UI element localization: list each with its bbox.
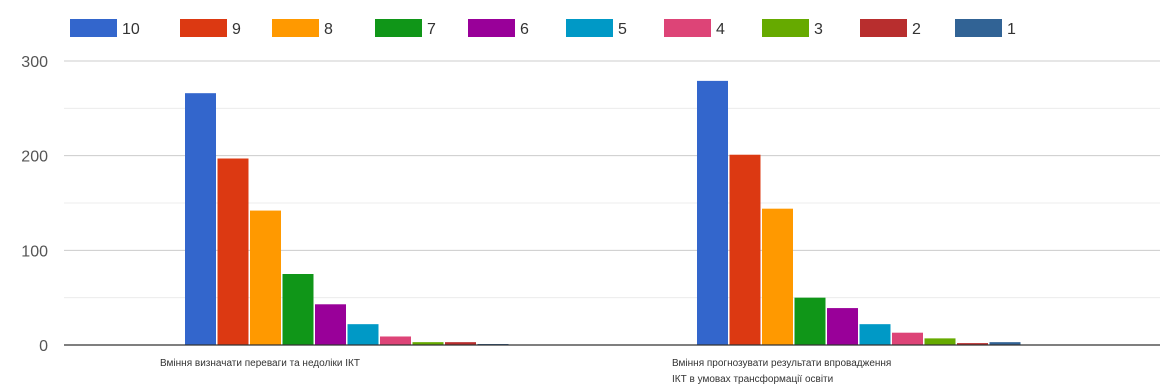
y-tick-label: 0 (39, 338, 48, 355)
bar-series-3-cat-1 (412, 342, 444, 345)
legend-swatch (860, 19, 907, 37)
bar-series-4-cat-1 (380, 336, 411, 345)
legend-label: 1 (1007, 21, 1016, 38)
bar-series-4-cat-2 (892, 332, 923, 345)
bar-series-8-cat-1 (250, 210, 281, 345)
bar-series-6-cat-2 (827, 308, 858, 345)
legend-swatch (664, 19, 711, 37)
category-label: Вміння прогнозувати результати впровадже… (672, 358, 891, 369)
legend-label: 10 (122, 21, 140, 38)
category-label: Вміння визначати переваги та недоліки ІК… (160, 358, 360, 369)
y-tick-label: 200 (21, 149, 48, 166)
bar-series-9-cat-2 (729, 154, 761, 345)
legend-swatch (375, 19, 422, 37)
legend-swatch (272, 19, 319, 37)
legend-swatch (180, 19, 227, 37)
bar-series-2-cat-1 (445, 342, 476, 345)
y-tick-label: 300 (21, 54, 48, 71)
bar-series-5-cat-1 (347, 324, 379, 345)
bar-series-7-cat-2 (794, 297, 826, 345)
legend-label: 8 (324, 21, 333, 38)
bar-series-2-cat-2 (957, 343, 988, 345)
legend-swatch (70, 19, 117, 37)
bar-series-6-cat-1 (315, 304, 346, 345)
legend-swatch (762, 19, 809, 37)
bar-series-7-cat-1 (282, 274, 314, 345)
bar-series-10-cat-1 (185, 93, 216, 345)
legend-label: 6 (520, 21, 529, 38)
legend-label: 5 (618, 21, 627, 38)
legend-label: 9 (232, 21, 241, 38)
bar-series-3-cat-2 (924, 338, 956, 345)
bar-series-5-cat-2 (859, 324, 891, 345)
legend-label: 3 (814, 21, 823, 38)
legend-label: 4 (716, 21, 725, 38)
legend-swatch (468, 19, 515, 37)
bar-series-9-cat-1 (217, 158, 249, 345)
bars (185, 80, 1021, 345)
legend-label: 2 (912, 21, 921, 38)
bar-series-8-cat-2 (762, 208, 793, 345)
legend-swatch (566, 19, 613, 37)
bar-series-1-cat-2 (989, 342, 1021, 345)
bar-series-10-cat-2 (697, 80, 728, 345)
legend: 10 9 8 7 6 5 4 3 2 1 (70, 19, 1016, 38)
legend-label: 7 (427, 21, 436, 38)
category-label: ІКТ в умовах трансформації освіти (672, 373, 833, 385)
legend-swatch (955, 19, 1002, 37)
y-tick-label: 100 (21, 243, 48, 260)
axes: 0 100 200 300 Вміння визначати переваги та н… (21, 54, 1160, 385)
